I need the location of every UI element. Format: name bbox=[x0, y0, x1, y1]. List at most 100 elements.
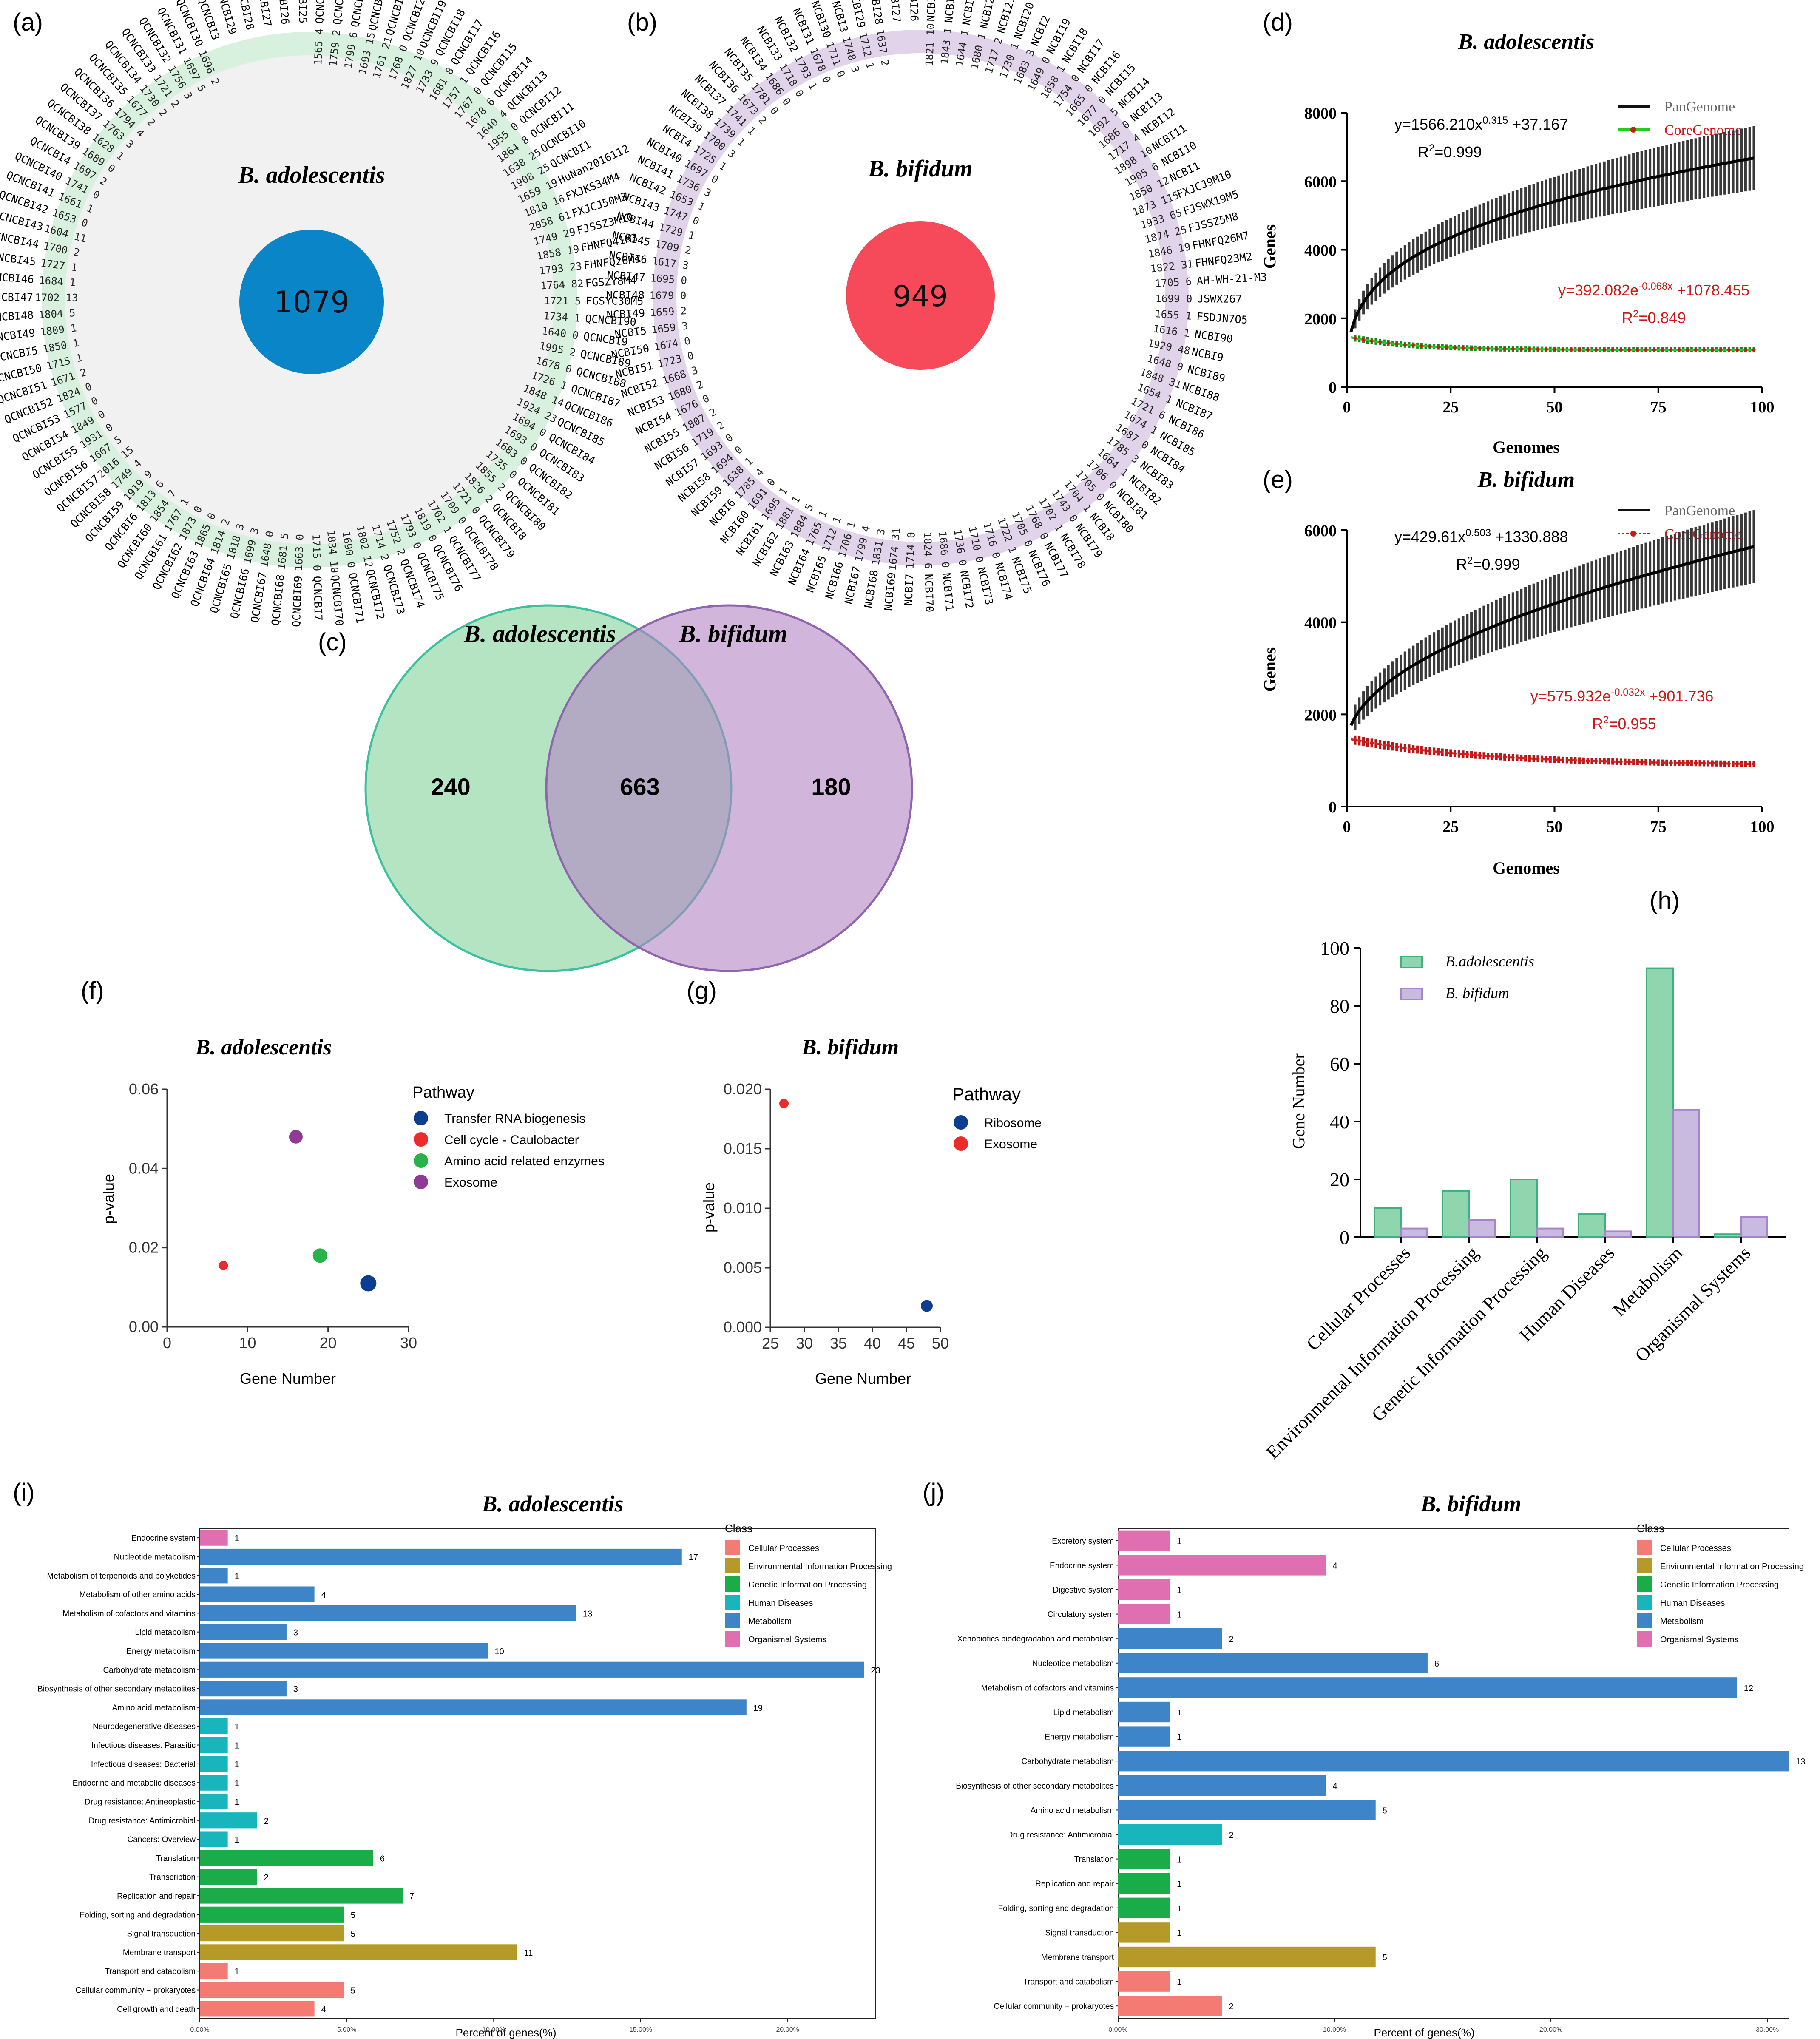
pan-r-squared: R2=0.999 bbox=[1456, 555, 1520, 573]
core-genome-point bbox=[1702, 348, 1706, 352]
core-genome-point bbox=[1528, 757, 1531, 761]
kegg-pathway-bar-chart-adolescentis: B. adolescentis Percent of genes(%) Clas… bbox=[37, 1491, 892, 2039]
legend-marker bbox=[414, 1153, 428, 1168]
bar bbox=[200, 1624, 287, 1640]
core-genome-point bbox=[1735, 762, 1739, 766]
venn-circle-bifidum bbox=[545, 604, 913, 972]
core-genome-point bbox=[1743, 762, 1747, 766]
core-genome-point bbox=[1669, 761, 1673, 765]
strain-label: FGSYC30M5 bbox=[586, 295, 644, 307]
category-label: Xenobiotics biodegradation and metabolis… bbox=[957, 1635, 1114, 1644]
core-genome-point bbox=[1478, 346, 1482, 350]
y-tick-label: 0.000 bbox=[724, 1318, 762, 1336]
legend-label: Organismal Systems bbox=[1660, 1635, 1739, 1644]
core-genome-point bbox=[1669, 348, 1673, 352]
bar-bifidum bbox=[1672, 1109, 1700, 1238]
y-tick-label: 0.020 bbox=[724, 1080, 762, 1098]
core-genome-point bbox=[1511, 755, 1515, 759]
ring-value: 1565 4 bbox=[312, 28, 325, 66]
legend-swatch bbox=[725, 1613, 740, 1628]
legend-marker bbox=[414, 1111, 428, 1125]
x-tick-label: 10 bbox=[239, 1334, 256, 1352]
bar bbox=[1118, 1897, 1170, 1918]
bar-value-label: 2 bbox=[264, 1817, 269, 1826]
enrichment-scatter-bifidum: B. bifidum Gene Number p-value Pathway 2… bbox=[700, 1035, 1042, 1387]
strain-label: QCNCBI25 bbox=[295, 0, 309, 24]
ring-value: 1715 0 bbox=[310, 534, 323, 571]
bar bbox=[1118, 1555, 1326, 1576]
x-tick-label: 75 bbox=[1650, 818, 1667, 836]
bar-bifidum bbox=[1468, 1219, 1496, 1238]
core-genome-point bbox=[1735, 348, 1739, 352]
legend-label: Cellular Processes bbox=[1660, 1544, 1731, 1553]
panel-label-c: (c) bbox=[318, 628, 347, 656]
x-axis-label: Genomes bbox=[1493, 437, 1560, 457]
bar-value-label: 6 bbox=[380, 1854, 385, 1863]
y-tick-label: 0 bbox=[1329, 798, 1337, 816]
x-tick-label: 30 bbox=[400, 1334, 417, 1352]
legend-swatch bbox=[725, 1540, 740, 1555]
core-genome-point bbox=[1370, 741, 1374, 745]
x-tick-label: 35 bbox=[830, 1335, 847, 1352]
strain-label: NCBI47 bbox=[607, 269, 646, 284]
bar-value-label: 3 bbox=[293, 1628, 298, 1638]
core-genome-point bbox=[1486, 754, 1490, 758]
chart-title: B. bifidum bbox=[801, 1035, 899, 1059]
core-genome-point bbox=[1652, 348, 1656, 352]
core-genome-point bbox=[1578, 348, 1581, 352]
legend-swatch bbox=[725, 1595, 740, 1610]
core-genome-point bbox=[1353, 336, 1357, 340]
legend-swatch-bifidum bbox=[1400, 988, 1423, 1000]
legend: Transfer RNA biogenesis Cell cycle - Caul… bbox=[414, 1111, 605, 1190]
category-label: Cellular community − prokaryotes bbox=[76, 1986, 196, 1995]
bar bbox=[1118, 1579, 1170, 1600]
core-genome-point bbox=[1428, 749, 1432, 753]
bar-adolescentis bbox=[1374, 1207, 1402, 1238]
ring-value: 1821 10 bbox=[923, 23, 937, 66]
bar-value-label: 7 bbox=[409, 1892, 414, 1901]
circos-title: B. adolescentis bbox=[238, 162, 385, 188]
category-label: Metabolism of other amino acids bbox=[79, 1590, 196, 1599]
bar-value-label: 1 bbox=[235, 1798, 239, 1807]
core-genome-point bbox=[1536, 347, 1540, 351]
bar bbox=[200, 1944, 517, 1960]
core-r-squared: R2=0.955 bbox=[1592, 714, 1656, 733]
bar-value-label: 3 bbox=[293, 1685, 298, 1694]
strain-label: QCNCBI7 bbox=[311, 576, 325, 621]
bar-value-label: 19 bbox=[753, 1704, 763, 1713]
core-genome-point bbox=[1661, 761, 1664, 764]
core-genome-point bbox=[1544, 757, 1548, 761]
legend-label: Environmental Information Processing bbox=[1660, 1562, 1804, 1571]
panel-label-a: (a) bbox=[13, 9, 43, 36]
core-genome-point bbox=[1727, 762, 1731, 766]
legend: Ribosome Exosome bbox=[954, 1115, 1042, 1151]
bar-adolescentis bbox=[1646, 967, 1674, 1238]
bar-bifidum bbox=[1536, 1227, 1564, 1238]
bar bbox=[200, 1548, 682, 1565]
category-label: Digestive system bbox=[1053, 1586, 1114, 1595]
core-genome-point bbox=[1752, 348, 1756, 352]
bar bbox=[200, 1643, 488, 1659]
core-genome-point bbox=[1594, 759, 1598, 763]
strain-label: QCNCBI69 bbox=[290, 576, 304, 627]
category-label: Transport and catabolism bbox=[105, 1967, 196, 1976]
bar bbox=[1118, 1849, 1170, 1869]
core-genome-point bbox=[1494, 347, 1498, 351]
core-genome-point bbox=[1536, 757, 1540, 761]
legend-swatch bbox=[1637, 1631, 1652, 1647]
bar bbox=[1118, 1653, 1428, 1673]
y-tick-label: 0.02 bbox=[129, 1239, 159, 1256]
bar-value-label: 13 bbox=[583, 1609, 592, 1619]
legend-label-bifidum: B. bifidum bbox=[1445, 985, 1509, 1002]
legend-label-pan: PanGenome bbox=[1664, 99, 1735, 115]
core-genome-point bbox=[1511, 347, 1515, 351]
y-tick-label: 8000 bbox=[1304, 105, 1337, 122]
bar bbox=[200, 1850, 373, 1866]
core-genome-point bbox=[1478, 753, 1482, 757]
legend-label: Exosome bbox=[984, 1137, 1037, 1151]
bar bbox=[200, 1793, 228, 1810]
category-label: Drug resistance: Antimicrobial bbox=[89, 1817, 196, 1826]
ring-value: 1824 6 bbox=[921, 532, 934, 569]
core-genome-point bbox=[1661, 348, 1664, 352]
x-tick-label: 40 bbox=[864, 1335, 881, 1352]
